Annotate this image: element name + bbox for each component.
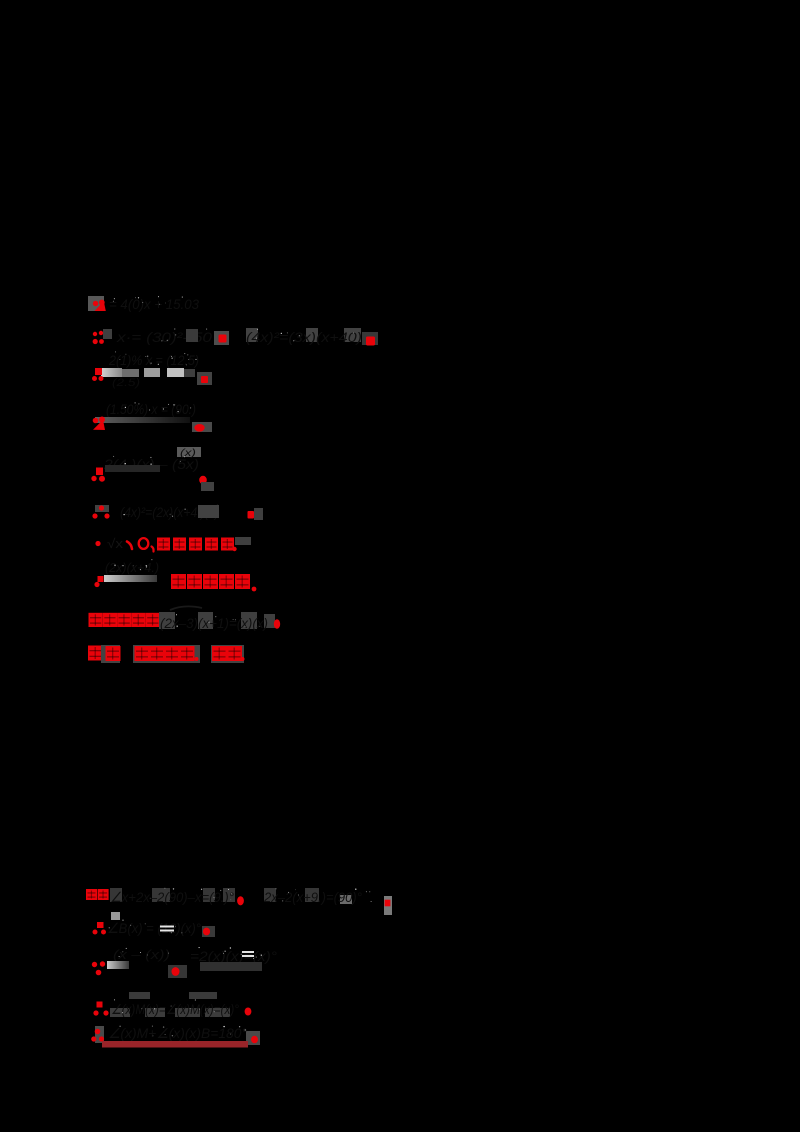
svg-text:= 4(0)x + 15.03: = 4(0)x + 15.03 bbox=[109, 296, 199, 312]
svg-text:(x – (x)): (x – (x)) bbox=[113, 947, 170, 962]
svg-text:(2x–3)(x+1)=(x)(x): (2x–3)(x+1)=(x)(x) bbox=[160, 616, 268, 631]
svg-text:∠(x)M+∠(x)(x)B=180°: ∠(x)M+∠(x)(x)B=180° bbox=[108, 1026, 248, 1041]
svg-text:(4x)²=(2x)(x+4.)(x): (4x)²=(2x)(x+4.)(x) bbox=[120, 505, 219, 520]
svg-text:(1.50%) x = (90.): (1.50%) x = (90.) bbox=[106, 401, 196, 417]
svg-text:=2(x)(x)=(x)°: =2(x)(x)=(x)° bbox=[190, 948, 277, 964]
svg-text:√x: √x bbox=[107, 536, 124, 551]
svg-text:∠B(x) = (12)(x)°: ∠B(x) = (12)(x)° bbox=[107, 920, 201, 936]
svg-text:(2x)(x+4.): (2x)(x+4.) bbox=[105, 561, 159, 575]
svg-text:2(1)% x = (12.5): 2(1)% x = (12.5) bbox=[108, 352, 199, 368]
svg-text:(x): (x) bbox=[180, 448, 196, 459]
svg-text:2x–2(x+9.)=(90)°: 2x–2(x+9.)=(90)° bbox=[263, 889, 362, 905]
svg-text:(2.5): (2.5) bbox=[112, 377, 140, 389]
svg-text:∠x+2x–2(90)–x=(9.)°: ∠x+2x–2(90)–x=(9.)° bbox=[110, 889, 234, 905]
svg-text:(4x)²=(3x)(x+40): (4x)²=(3x)(x+40) bbox=[246, 330, 362, 345]
svg-text:∠(x)M(x)=∠(x)M(x)=(x)°: ∠(x)M(x)=∠(x)M(x)=(x)° bbox=[111, 1002, 240, 1017]
